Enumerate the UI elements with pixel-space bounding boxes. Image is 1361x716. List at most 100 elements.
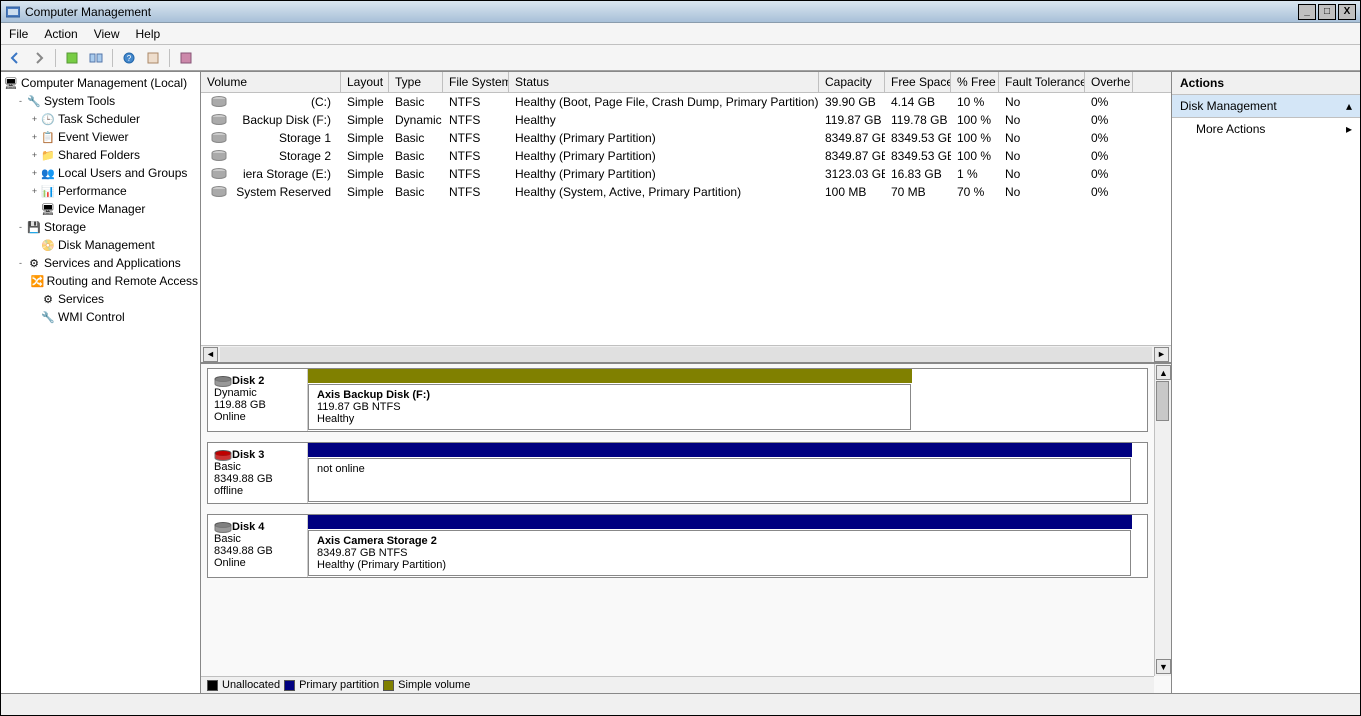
tree-root[interactable]: 🖥 Computer Management (Local) bbox=[1, 74, 200, 92]
cell-layout: Simple bbox=[341, 148, 389, 164]
cell-pctfree: 10 % bbox=[951, 94, 999, 110]
cell-overhead: 0% bbox=[1085, 94, 1133, 110]
expand-icon[interactable]: + bbox=[29, 132, 40, 142]
list-icon[interactable] bbox=[176, 48, 196, 68]
legend-primary-swatch bbox=[284, 680, 295, 691]
cell-type: Basic bbox=[389, 130, 443, 146]
more-actions-item[interactable]: More Actions ▸ bbox=[1172, 118, 1360, 140]
volume-row[interactable]: Storage 1SimpleBasicNTFSHealthy (Primary… bbox=[201, 129, 1171, 147]
scroll-track[interactable] bbox=[220, 347, 1152, 362]
cell-capacity: 119.87 GB bbox=[819, 112, 885, 128]
column-header-pctfree[interactable]: % Free bbox=[951, 72, 999, 92]
expand-icon[interactable]: - bbox=[15, 258, 26, 268]
volume-row[interactable]: Backup Disk (F:)SimpleDynamicNTFSHealthy… bbox=[201, 111, 1171, 129]
expand-icon[interactable]: + bbox=[29, 150, 40, 160]
tree-icon: 📋 bbox=[40, 129, 56, 145]
disk-name: Disk 4 bbox=[232, 521, 264, 533]
menu-view[interactable]: View bbox=[94, 27, 120, 41]
back-button[interactable] bbox=[5, 48, 25, 68]
vertical-scrollbar[interactable]: ▲ ▼ bbox=[1154, 364, 1171, 676]
disk-block[interactable]: Disk 4 Basic 8349.88 GB Online Axis Came… bbox=[207, 514, 1148, 578]
properties-icon[interactable] bbox=[62, 48, 82, 68]
tree-item[interactable]: +👥Local Users and Groups bbox=[1, 164, 200, 182]
collapse-icon: ▴ bbox=[1346, 99, 1352, 113]
disk-volume[interactable]: not online bbox=[308, 443, 1132, 503]
column-header-fault[interactable]: Fault Tolerance bbox=[999, 72, 1085, 92]
tree-item[interactable]: ⚙Services bbox=[1, 290, 200, 308]
tree-item[interactable]: +🕒Task Scheduler bbox=[1, 110, 200, 128]
cell-freespace: 70 MB bbox=[885, 184, 951, 200]
column-header-overhead[interactable]: Overhe bbox=[1085, 72, 1133, 92]
column-header-volume[interactable]: Volume bbox=[201, 72, 341, 92]
tree-icon: 🖥 bbox=[40, 201, 56, 217]
tree-item[interactable]: +📋Event Viewer bbox=[1, 128, 200, 146]
tree-label: Routing and Remote Access bbox=[47, 274, 198, 288]
computer-icon: 🖥 bbox=[3, 75, 19, 91]
scroll-left-icon[interactable]: ◄ bbox=[203, 347, 218, 362]
minimize-button[interactable]: _ bbox=[1298, 4, 1316, 20]
tree-item[interactable]: -⚙Services and Applications bbox=[1, 254, 200, 272]
volume-row[interactable]: System ReservedSimpleBasicNTFSHealthy (S… bbox=[201, 183, 1171, 201]
expand-icon[interactable]: - bbox=[15, 222, 26, 232]
column-header-capacity[interactable]: Capacity bbox=[819, 72, 885, 92]
expand-icon[interactable]: + bbox=[29, 114, 40, 124]
column-header-status[interactable]: Status bbox=[509, 72, 819, 92]
cell-type: Basic bbox=[389, 184, 443, 200]
column-header-filesystem[interactable]: File System bbox=[443, 72, 509, 92]
cell-filesystem: NTFS bbox=[443, 94, 509, 110]
volume-row[interactable]: iera Storage (E:)SimpleBasicNTFSHealthy … bbox=[201, 165, 1171, 183]
horizontal-scrollbar[interactable]: ◄ ► bbox=[201, 345, 1171, 362]
disk-type: Basic bbox=[214, 533, 301, 545]
column-header-layout[interactable]: Layout bbox=[341, 72, 389, 92]
cell-type: Basic bbox=[389, 166, 443, 182]
tree-pane: 🖥 Computer Management (Local) -🔧System T… bbox=[1, 72, 201, 693]
disk-block[interactable]: Disk 3 Basic 8349.88 GB offline not onli… bbox=[207, 442, 1148, 504]
disk-state: offline bbox=[214, 485, 301, 497]
menu-action[interactable]: Action bbox=[44, 27, 77, 41]
disk-icon bbox=[211, 185, 227, 199]
tree-icon: 📁 bbox=[40, 147, 56, 163]
tree-item[interactable]: +📁Shared Folders bbox=[1, 146, 200, 164]
menu-file[interactable]: File bbox=[9, 27, 28, 41]
chevron-right-icon: ▸ bbox=[1346, 122, 1352, 136]
tree-label: Disk Management bbox=[58, 238, 155, 252]
menu-help[interactable]: Help bbox=[136, 27, 161, 41]
tree-item[interactable]: 🖥Device Manager bbox=[1, 200, 200, 218]
tree-item[interactable]: -🔧System Tools bbox=[1, 92, 200, 110]
cell-status: Healthy (Primary Partition) bbox=[509, 148, 819, 164]
actions-section[interactable]: Disk Management ▴ bbox=[1172, 95, 1360, 118]
cell-layout: Simple bbox=[341, 94, 389, 110]
tree-item[interactable]: 🔧WMI Control bbox=[1, 308, 200, 326]
scroll-up-icon[interactable]: ▲ bbox=[1156, 365, 1171, 380]
disk-block[interactable]: Disk 2 Dynamic 119.88 GB Online Axis Bac… bbox=[207, 368, 1148, 432]
expand-icon[interactable]: + bbox=[29, 168, 40, 178]
disk-icon bbox=[211, 95, 227, 109]
help-icon[interactable]: ? bbox=[119, 48, 139, 68]
volume-row[interactable]: Storage 2SimpleBasicNTFSHealthy (Primary… bbox=[201, 147, 1171, 165]
tree-item[interactable]: -💾Storage bbox=[1, 218, 200, 236]
column-header-type[interactable]: Type bbox=[389, 72, 443, 92]
scroll-down-icon[interactable]: ▼ bbox=[1156, 659, 1171, 674]
disk-volume[interactable]: Axis Backup Disk (F:) 119.87 GB NTFS Hea… bbox=[308, 369, 912, 431]
cell-pctfree: 70 % bbox=[951, 184, 999, 200]
disk-volume[interactable]: Axis Camera Storage 2 8349.87 GB NTFS He… bbox=[308, 515, 1132, 577]
tree-item[interactable]: 📀Disk Management bbox=[1, 236, 200, 254]
volume-row[interactable]: (C:)SimpleBasicNTFSHealthy (Boot, Page F… bbox=[201, 93, 1171, 111]
column-header-freespace[interactable]: Free Space bbox=[885, 72, 951, 92]
cell-fault: No bbox=[999, 184, 1085, 200]
expand-icon[interactable]: + bbox=[29, 186, 40, 196]
tree-item[interactable]: +📊Performance bbox=[1, 182, 200, 200]
settings-icon[interactable] bbox=[143, 48, 163, 68]
cell-status: Healthy (Primary Partition) bbox=[509, 130, 819, 146]
legend-unallocated-swatch bbox=[207, 680, 218, 691]
tree-item[interactable]: 🔀Routing and Remote Access bbox=[1, 272, 200, 290]
forward-button[interactable] bbox=[29, 48, 49, 68]
scroll-thumb[interactable] bbox=[1156, 381, 1169, 421]
close-button[interactable]: X bbox=[1338, 4, 1356, 20]
maximize-button[interactable]: □ bbox=[1318, 4, 1336, 20]
cell-volume: System Reserved bbox=[201, 184, 341, 200]
scroll-right-icon[interactable]: ► bbox=[1154, 347, 1169, 362]
tree-label: Local Users and Groups bbox=[58, 166, 187, 180]
refresh-icon[interactable] bbox=[86, 48, 106, 68]
expand-icon[interactable]: - bbox=[15, 96, 26, 106]
